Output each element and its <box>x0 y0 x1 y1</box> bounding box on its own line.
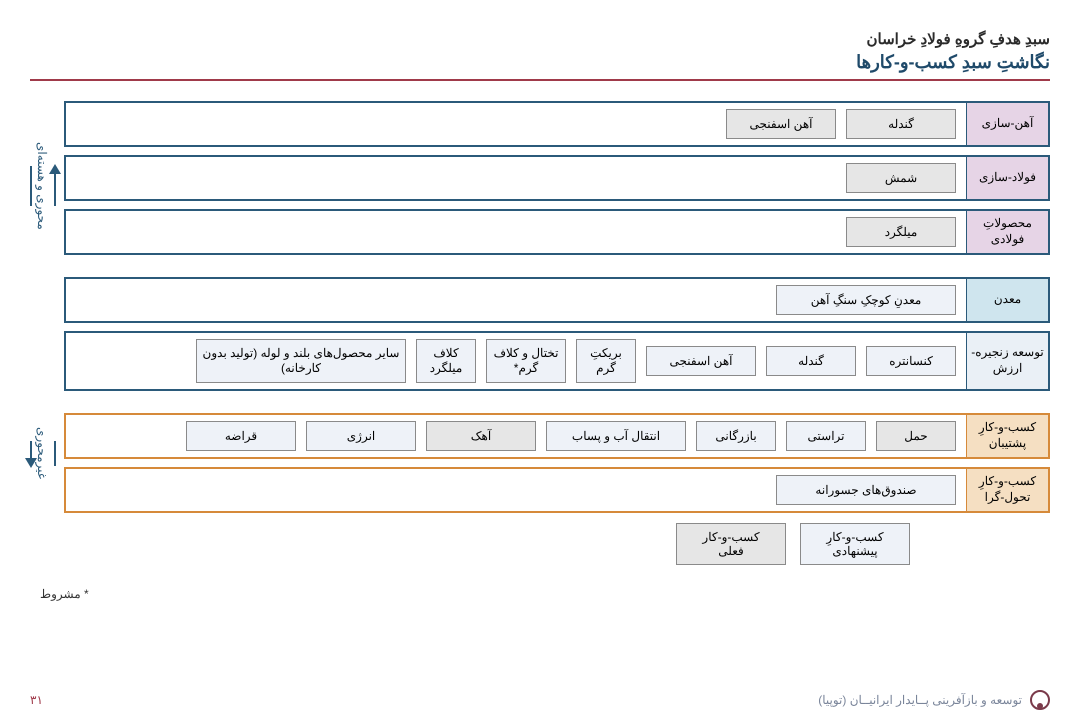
item-support-5: انرژی <box>306 421 416 451</box>
header-rule <box>30 79 1050 81</box>
item-support-1: تراستی <box>786 421 866 451</box>
item-iron-1: آهن اسفنجی <box>726 109 836 139</box>
item-support-4: آهک <box>426 421 536 451</box>
axis-bottom-label: غیرمحوری <box>35 425 49 481</box>
footnote: * مشروط <box>30 587 1050 601</box>
header-line2: نگاشتِ سبدِ کسب-و-کارها <box>30 52 1050 73</box>
row-chain: توسعه زنجیره-ارزش کنسانتره گندله آهن اسفنجی… <box>64 331 1050 391</box>
item-chain-3: بریکتِ گرم <box>576 339 636 383</box>
category-products: محصولاتِ فولادی <box>966 211 1048 253</box>
item-steel-0: شمش <box>846 163 956 193</box>
item-chain-6: سایر محصول‌های بلند و لوله (تولید بدون ک… <box>196 339 406 383</box>
axis-top: محوری و هسته‌ای <box>25 101 59 271</box>
header-line1: سبدِ هدفِ گروهِ فولادِ خراسان <box>30 30 1050 48</box>
footer-org: توسعه و بازآفرینی پــایدار ایرانیــان (ت… <box>818 693 1022 707</box>
item-support-3: انتقال آب و پساب <box>546 421 686 451</box>
item-chain-1: گندله <box>766 346 856 376</box>
row-mine: معدن معدنِ کوچکِ سنگِ آهن <box>64 277 1050 323</box>
category-transform: کسب-و-کارِ تحول-گرا <box>966 469 1048 511</box>
item-support-2: بازرگانی <box>696 421 776 451</box>
footer-org-wrap: توسعه و بازآفرینی پــایدار ایرانیــان (ت… <box>818 690 1050 710</box>
legend-proposed: کسب-و-کارِ پیشنهادی <box>800 523 910 565</box>
item-support-0: حمل <box>876 421 956 451</box>
diagram: آهن-سازی گندله آهن اسفنجی فولاد-سازی شمش محصو… <box>30 101 1050 513</box>
item-transform-0: صندوق‌های جسورانه <box>776 475 956 505</box>
category-iron: آهن-سازی <box>966 103 1048 145</box>
item-mine-0: معدنِ کوچکِ سنگِ آهن <box>776 285 956 315</box>
item-chain-4: تختال و کلاف گرم* <box>486 339 566 383</box>
group-gap <box>64 399 1050 405</box>
row-iron: آهن-سازی گندله آهن اسفنجی <box>64 101 1050 147</box>
page-number: ۳۱ <box>30 693 43 707</box>
item-products-0: میلگرد <box>846 217 956 247</box>
item-support-6: قراضه <box>186 421 296 451</box>
items-steel: شمش <box>66 157 966 199</box>
items-chain: کنسانتره گندله آهن اسفنجی بریکتِ گرمتختال و… <box>66 333 966 389</box>
item-chain-2: آهن اسفنجی <box>646 346 756 376</box>
category-support: کسب-و-کارِ پشتیبان <box>966 415 1048 457</box>
item-iron-0: گندله <box>846 109 956 139</box>
items-products: میلگرد <box>66 211 966 253</box>
items-mine: معدنِ کوچکِ سنگِ آهن <box>66 279 966 321</box>
legend-current: کسب-و-کار فعلی <box>676 523 786 565</box>
category-steel: فولاد-سازی <box>966 157 1048 199</box>
items-transform: صندوق‌های جسورانه <box>66 469 966 511</box>
row-steel: فولاد-سازی شمش <box>64 155 1050 201</box>
row-products: محصولاتِ فولادی میلگرد <box>64 209 1050 255</box>
axis-bottom: غیرمحوری <box>25 393 59 513</box>
footer: توسعه و بازآفرینی پــایدار ایرانیــان (ت… <box>30 690 1050 710</box>
items-support: حمل تراستی بازرگانی انتقال آب و پساب آهک انرژ… <box>66 415 966 457</box>
item-chain-0: کنسانتره <box>866 346 956 376</box>
items-iron: گندله آهن اسفنجی <box>66 103 966 145</box>
item-chain-5: کلاف میلگرد <box>416 339 476 383</box>
axis-top-label: محوری و هسته‌ای <box>35 140 49 232</box>
category-chain: توسعه زنجیره-ارزش <box>966 333 1048 389</box>
group-gap <box>64 263 1050 269</box>
legend: کسب-و-کارِ پیشنهادی کسب-و-کار فعلی <box>30 523 910 565</box>
page: سبدِ هدفِ گروهِ فولادِ خراسان نگاشتِ سبد… <box>0 0 1080 724</box>
logo-icon <box>1030 690 1050 710</box>
row-support: کسب-و-کارِ پشتیبان حمل تراستی بازرگانی انتقا… <box>64 413 1050 459</box>
rows-column: آهن-سازی گندله آهن اسفنجی فولاد-سازی شمش محصو… <box>64 101 1050 513</box>
category-mine: معدن <box>966 279 1048 321</box>
row-transform: کسب-و-کارِ تحول-گرا صندوق‌های جسورانه <box>64 467 1050 513</box>
axis-column: محوری و هسته‌ای غیرمحوری <box>30 101 54 513</box>
